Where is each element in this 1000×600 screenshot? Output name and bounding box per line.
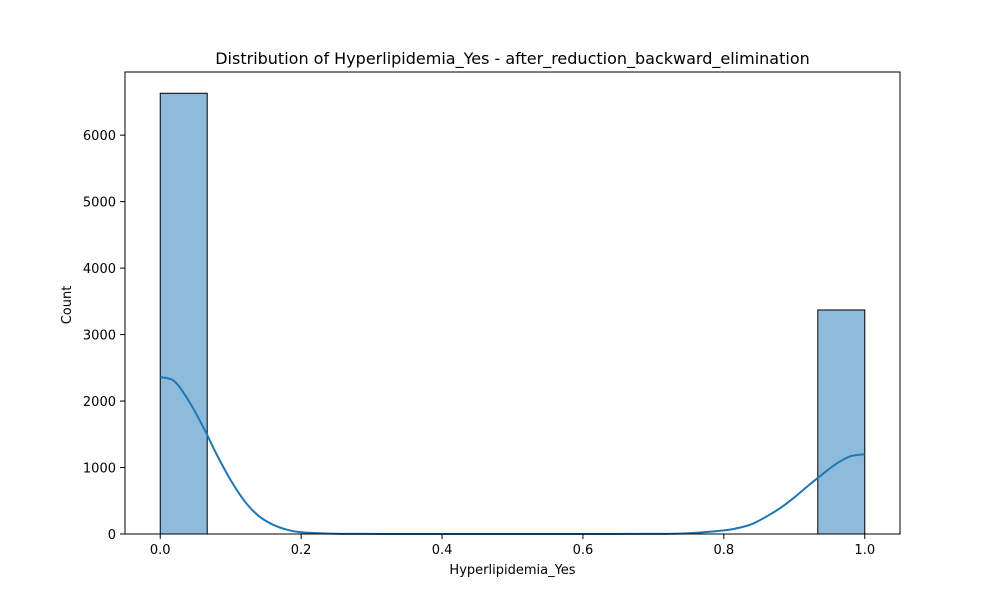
y-axis-title: Count: [60, 286, 75, 325]
x-tick-label: 0.0: [150, 543, 171, 558]
y-tick-label: 2000: [83, 395, 116, 410]
x-tick-label: 0.2: [291, 543, 312, 558]
x-tick-label: 1.0: [854, 543, 875, 558]
x-tick-label: 0.6: [573, 543, 594, 558]
plot-frame: [124, 71, 901, 535]
histogram-bars: [159, 92, 866, 535]
histogram-bar-0: [159, 92, 208, 535]
x-axis: 0.0 0.2 0.4 0.6 0.8 1.0: [150, 534, 875, 558]
x-tick-label: 0.8: [714, 543, 735, 558]
y-tick-label: 5000: [83, 196, 116, 211]
x-tick-label: 0.4: [432, 543, 453, 558]
chart-title: Distribution of Hyperlipidemia_Yes - aft…: [215, 49, 810, 69]
y-tick-label: 0: [108, 528, 116, 543]
x-axis-title: Hyperlipidemia_Yes: [449, 563, 575, 578]
y-tick-label: 3000: [83, 329, 116, 344]
y-tick-label: 6000: [83, 129, 116, 144]
y-axis: 0 1000 2000 3000 4000 5000 6000: [83, 129, 125, 543]
y-tick-label: 4000: [83, 262, 116, 277]
histogram-bar-1: [817, 309, 866, 535]
y-tick-label: 1000: [83, 462, 116, 477]
